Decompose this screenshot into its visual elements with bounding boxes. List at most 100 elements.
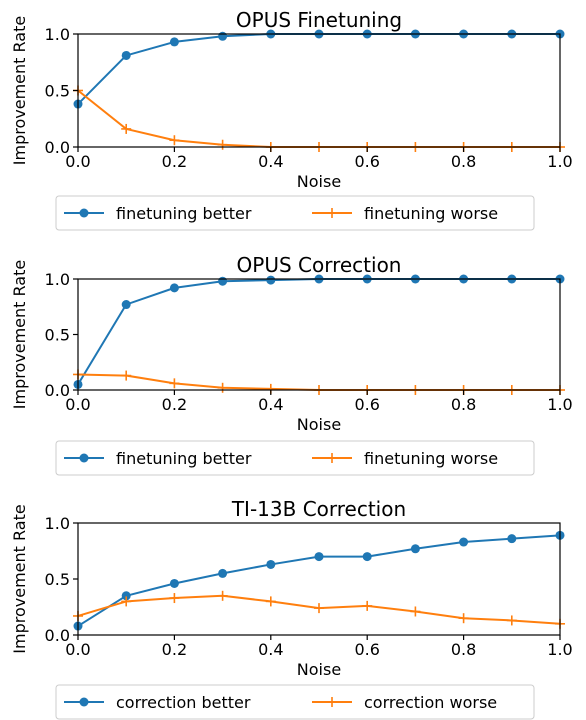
legend: finetuning better finetuning worse [55, 195, 535, 231]
legend-swatch-marker [79, 453, 89, 463]
y-tick-label: 1.0 [45, 25, 70, 44]
legend-label: correction worse [364, 693, 497, 712]
x-tick-label: 1.0 [547, 395, 572, 414]
x-tick-label: 0.8 [451, 640, 476, 659]
data-point-s1-9 [507, 534, 517, 544]
legend-swatch-marker [79, 208, 89, 218]
series-line-2 [77, 89, 560, 148]
data-point-s2-3 [217, 139, 228, 150]
x-tick-label: 0.6 [354, 152, 379, 171]
chart-title: TI-13B Correction [231, 497, 406, 521]
x-axis-label: Noise [297, 172, 341, 191]
data-point-s2-2 [169, 135, 180, 146]
x-tick-label: 0.6 [354, 640, 379, 659]
data-point-s2-8 [458, 613, 469, 624]
data-point-s1-3 [218, 31, 228, 41]
x-tick-label: 0.2 [162, 640, 187, 659]
data-point-s2-1 [121, 370, 132, 381]
y-tick-label: 1.0 [45, 270, 70, 289]
data-point-s2-3 [217, 590, 228, 601]
legend-box [55, 440, 535, 476]
data-point-s2-6 [362, 600, 373, 611]
y-tick-label: 0.5 [45, 82, 70, 101]
legend-label: finetuning better [116, 204, 252, 223]
x-tick-label: 0.2 [162, 152, 187, 171]
y-tick-label: 0.5 [45, 570, 70, 589]
legend-swatch-marker [327, 697, 337, 707]
subplot-3: TI-13B Correction 0.0 0.2 0.4 0.6 0.8 1.0 0.0 0.… [10, 497, 573, 720]
plot-frame [77, 33, 561, 148]
legend-box [55, 195, 535, 231]
data-point-s1-8 [459, 537, 469, 547]
legend-label: finetuning better [116, 449, 252, 468]
x-tick-label: 0.0 [65, 640, 90, 659]
legend-entry-1: finetuning better [64, 204, 252, 223]
x-tick-label: 0.4 [258, 152, 283, 171]
legend-entry-2: finetuning worse [312, 449, 498, 468]
x-tick-label: 0.8 [451, 152, 476, 171]
data-point-s2-3 [217, 382, 228, 393]
legend-label: finetuning worse [364, 204, 498, 223]
legend-entry-1: finetuning better [64, 449, 252, 468]
y-axis-label: Improvement Rate [10, 504, 29, 653]
x-axis-label: Noise [297, 660, 341, 679]
data-point-s1-5 [314, 552, 324, 562]
data-point-s2-2 [169, 593, 180, 604]
data-point-s1-6 [362, 552, 372, 562]
data-point-s1-7 [410, 544, 420, 554]
data-point-s2-1 [121, 123, 132, 134]
data-point-s2-5 [314, 603, 324, 614]
y-tick-label: 0.0 [45, 626, 70, 645]
legend-label: finetuning worse [364, 449, 498, 468]
chart-title: OPUS Finetuning [236, 8, 402, 32]
x-tick-label: 0.4 [258, 395, 283, 414]
legend: correction better correction worse [55, 684, 535, 720]
data-point-s1-3 [218, 568, 228, 578]
data-point-s2-2 [169, 378, 180, 389]
legend-entry-2: correction worse [312, 693, 497, 712]
data-point-s1-2 [169, 578, 179, 588]
data-point-s2-9 [506, 615, 517, 626]
chart-title: OPUS Correction [237, 253, 402, 277]
legend-entry-2: finetuning worse [312, 204, 498, 223]
data-point-s1-2 [169, 283, 179, 293]
x-tick-label: 1.0 [547, 152, 572, 171]
legend-swatch-marker [327, 208, 337, 218]
legend-box [55, 684, 535, 720]
x-tick-label: 0.2 [162, 395, 187, 414]
data-point-s1-1 [121, 591, 131, 601]
y-tick-label: 0.0 [45, 138, 70, 157]
y-axis-label: Improvement Rate [10, 16, 29, 165]
data-point-s1-3 [218, 276, 228, 286]
x-tick-label: 0.8 [451, 395, 476, 414]
data-point-s2-7 [410, 606, 421, 617]
legend-swatch-marker [79, 697, 89, 707]
x-tick-label: 0.0 [65, 152, 90, 171]
legend: finetuning better finetuning worse [55, 440, 535, 476]
y-tick-label: 0.0 [45, 381, 70, 400]
x-tick-label: 0.6 [354, 395, 379, 414]
series-line-1 [77, 278, 560, 385]
subplot-2: OPUS Correction 0.0 0.2 0.4 0.6 0.8 1.0 0.0 0.5 1… [10, 253, 573, 476]
x-tick-label: 0.0 [65, 395, 90, 414]
y-tick-label: 1.0 [45, 514, 70, 533]
legend-entry-1: correction better [64, 693, 251, 712]
y-axis-label: Improvement Rate [10, 260, 29, 409]
data-point-s1-4 [266, 559, 276, 569]
x-tick-label: 1.0 [547, 640, 572, 659]
data-point-s1-1 [121, 50, 131, 60]
data-point-s2-1 [121, 596, 132, 607]
series-line-1 [77, 33, 560, 105]
data-point-s1-2 [169, 37, 179, 47]
y-tick-label: 0.5 [45, 326, 70, 345]
x-tick-label: 0.4 [258, 640, 283, 659]
data-point-s2-4 [265, 596, 276, 607]
data-point-s1-4 [266, 275, 276, 285]
subplot-1: OPUS Finetuning 0.0 0.2 0.4 0.6 0.8 1.0 0.0 0.5 1… [10, 8, 573, 231]
legend-swatch-marker [327, 453, 337, 463]
x-axis-label: Noise [297, 415, 341, 434]
data-point-s1-1 [121, 300, 131, 310]
legend-label: correction better [116, 693, 251, 712]
